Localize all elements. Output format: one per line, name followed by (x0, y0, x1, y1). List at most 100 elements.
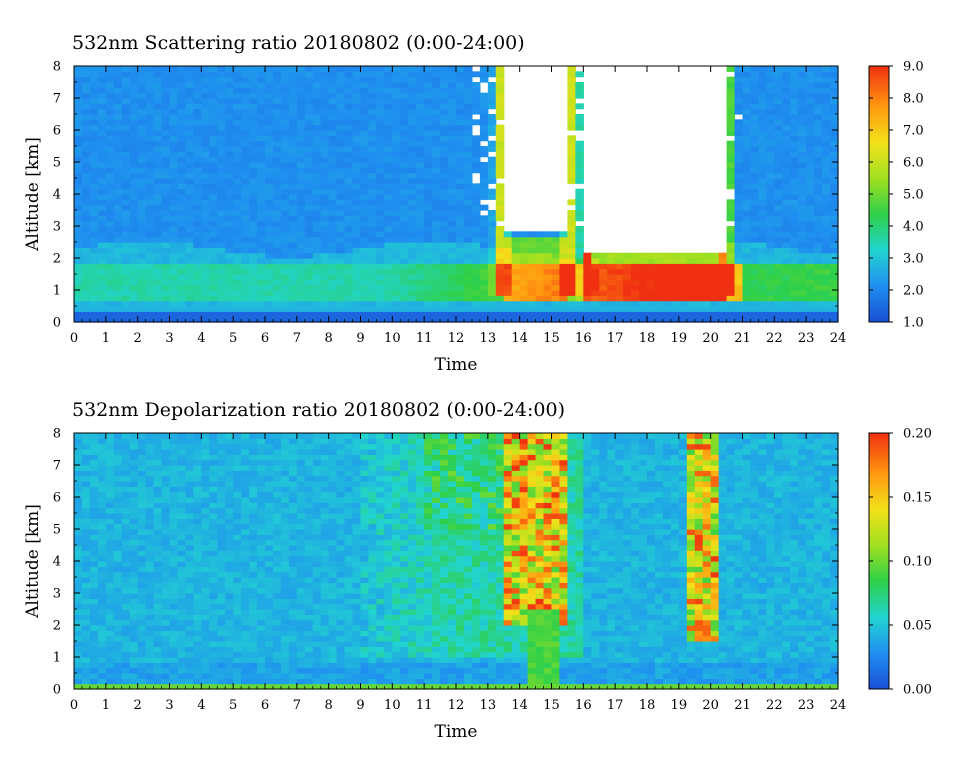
heatmap-cell (822, 178, 831, 184)
heatmap-cell (742, 183, 752, 190)
heatmap-cell (201, 635, 210, 642)
heatmap-cell (742, 140, 752, 147)
heatmap-cell (97, 98, 107, 104)
heatmap-cell (424, 242, 433, 248)
heatmap-cell (448, 156, 457, 163)
heatmap-cell (280, 66, 290, 72)
heatmap-cell (814, 236, 823, 243)
heatmap-cell (169, 316, 179, 323)
heatmap-cell (758, 199, 767, 206)
heatmap-cell (392, 263, 401, 270)
heatmap-cell (822, 226, 831, 232)
heatmap-cell (567, 199, 576, 206)
heatmap-cell (265, 98, 274, 104)
heatmap-cell (74, 555, 83, 562)
heatmap-cell (670, 274, 680, 280)
heatmap-cell (639, 252, 648, 259)
heatmap-cell (686, 279, 696, 286)
heatmap-cell (249, 609, 258, 615)
heatmap-cell (225, 497, 234, 503)
heatmap-cell (161, 300, 171, 307)
heatmap-cell (734, 220, 744, 227)
heatmap-cell (360, 114, 370, 120)
heatmap-cell (145, 231, 155, 238)
heatmap-cell (161, 172, 171, 179)
heatmap-cell (328, 274, 338, 280)
heatmap-cell (177, 619, 187, 626)
heatmap-cell (575, 119, 584, 126)
heatmap-cell (153, 438, 163, 445)
heatmap-cell (74, 593, 83, 599)
heatmap-cell (487, 87, 497, 94)
heatmap-cell (233, 513, 242, 519)
heatmap-cell (113, 641, 123, 647)
heatmap-cell (153, 226, 163, 232)
heatmap-cell (241, 162, 250, 168)
heatmap-cell (432, 114, 441, 120)
heatmap-cell (217, 443, 226, 450)
heatmap-cell (201, 443, 210, 450)
heatmap-cell (686, 306, 696, 312)
heatmap-cell (233, 651, 242, 658)
heatmap-cell (471, 162, 481, 168)
heatmap-cell (169, 561, 179, 567)
heatmap-cell (97, 279, 107, 286)
heatmap-cell (74, 667, 83, 674)
heatmap-cell (487, 220, 497, 227)
heatmap-cell (169, 593, 179, 599)
heatmap-cell (129, 571, 139, 578)
heatmap-cell (392, 194, 401, 200)
heatmap-cell (678, 263, 688, 270)
heatmap-cell (567, 172, 576, 179)
heatmap-cell (368, 98, 378, 104)
heatmap-cell (74, 635, 83, 642)
heatmap-cell (233, 274, 242, 280)
heatmap-cell (814, 114, 823, 120)
heatmap-cell (551, 300, 561, 307)
heatmap-cell (392, 178, 401, 184)
heatmap-cell (312, 204, 322, 211)
heatmap-cell (121, 497, 131, 503)
heatmap-cell (97, 577, 107, 583)
heatmap-cell (519, 290, 529, 296)
heatmap-cell (121, 188, 131, 195)
heatmap-cell (463, 162, 473, 168)
heatmap-cell (392, 108, 401, 115)
heatmap-cell (161, 497, 171, 503)
heatmap-cell (615, 311, 624, 318)
heatmap-cell (193, 673, 202, 679)
heatmap-cell (416, 124, 425, 131)
heatmap-cell (257, 188, 266, 195)
heatmap-cell (352, 247, 362, 254)
heatmap-cell (456, 98, 465, 104)
heatmap-cell (225, 98, 234, 104)
heatmap-cell (97, 290, 107, 296)
heatmap-cell (241, 491, 250, 498)
heatmap-cell (97, 268, 107, 275)
heatmap-cell (798, 140, 807, 147)
heatmap-cell (217, 215, 226, 222)
heatmap-cell (814, 103, 823, 110)
heatmap-cell (209, 502, 218, 509)
heatmap-cell (830, 178, 839, 184)
x-tick-label: 6 (261, 331, 269, 346)
heatmap-cell (105, 486, 115, 493)
heatmap-cell (487, 82, 497, 88)
heatmap-cell (471, 167, 481, 174)
heatmap-cell (113, 247, 123, 254)
heatmap-cell (233, 518, 242, 525)
heatmap-cell (217, 534, 226, 541)
heatmap-cell (185, 151, 194, 158)
heatmap-cell (432, 87, 441, 94)
heatmap-cell (830, 268, 839, 275)
heatmap-cell (487, 290, 497, 296)
heatmap-cell (599, 279, 608, 286)
heatmap-cell (575, 274, 584, 280)
heatmap-cell (280, 130, 290, 136)
heatmap-cell (639, 306, 648, 312)
heatmap-cell (400, 290, 409, 296)
heatmap-cell (265, 311, 274, 318)
heatmap-cell (233, 210, 242, 216)
heatmap-cell (535, 274, 545, 280)
heatmap-cell (74, 449, 83, 455)
